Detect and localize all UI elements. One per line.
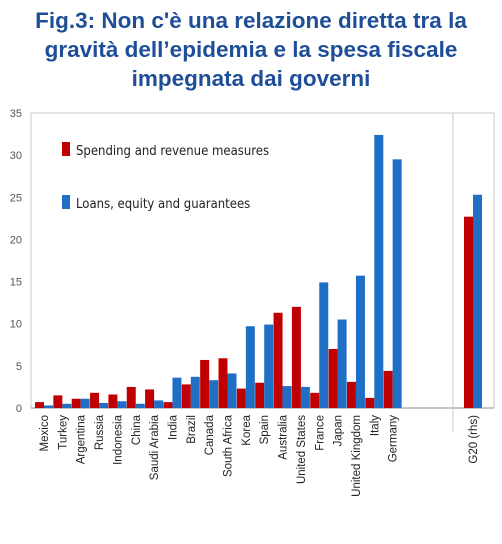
bar-spending-italy: [365, 397, 375, 408]
bar-spending-france: [310, 392, 320, 408]
x-label-japan: Japan: [333, 415, 345, 446]
bar-spending-brazil: [181, 384, 191, 408]
x-label-germany: Germany: [388, 415, 400, 463]
x-label-g20-rhs: G20 (rhs): [468, 415, 480, 464]
bar-spending-china: [126, 386, 136, 408]
title-line-3: impegnata dai governi: [131, 66, 371, 91]
bar-spending-united-kingdom: [346, 381, 356, 408]
y-tick-label: 0: [16, 403, 22, 415]
bar-loans-germany: [392, 159, 402, 408]
bar-loans-mexico: [44, 405, 53, 408]
x-label-argentina: Argentina: [76, 414, 88, 464]
y-tick-label: 20: [10, 234, 22, 246]
x-label-russia: Russia: [94, 414, 106, 450]
bar-spending-indonesia: [108, 394, 118, 408]
bar-loans-china: [135, 403, 145, 408]
y-tick-label: 15: [10, 277, 22, 289]
legend-label-spending: Spending and revenue measures: [76, 144, 269, 159]
bar-loans-japan: [337, 319, 347, 408]
x-label-indonesia: Indonesia: [112, 414, 124, 464]
x-label-china: China: [131, 414, 143, 445]
title-line-2: gravità dell’epidemia e la spesa fiscale: [44, 37, 458, 62]
bar-loans-g20-rhs: [473, 194, 482, 408]
y-tick-label: 35: [10, 108, 22, 120]
legend-swatch-spending: [62, 142, 70, 156]
bar-loans-saudi-arabia: [154, 400, 164, 408]
bar-loans-australia: [282, 386, 292, 408]
x-label-south-africa: South Africa: [223, 414, 235, 477]
x-label-united-states: United States: [296, 415, 308, 484]
bar-loans-korea: [245, 326, 255, 408]
x-label-mexico: Mexico: [39, 415, 51, 451]
x-label-united-kingdom: United Kingdom: [351, 415, 363, 497]
bar-loans-spain: [264, 324, 274, 408]
bar-spending-mexico: [35, 402, 44, 408]
x-label-india: India: [167, 414, 179, 440]
bar-loans-argentina: [80, 398, 90, 408]
bars: [35, 134, 482, 408]
y-tick-label: 30: [10, 150, 22, 162]
legend-swatch-loans: [62, 195, 70, 209]
bar-loans-india: [172, 377, 182, 408]
bar-spending-russia: [90, 392, 100, 408]
bar-loans-indonesia: [117, 401, 127, 408]
y-axis-ticks: 0 5 10 15 20 25 30 35: [10, 108, 22, 415]
x-label-korea: Korea: [241, 414, 253, 445]
bar-spending-australia: [273, 312, 283, 408]
bar-loans-russia: [99, 402, 109, 408]
x-label-spain: Spain: [259, 415, 271, 444]
x-axis-labels: Mexico Turkey Argentina Russia Indonesia Chin…: [39, 414, 480, 496]
x-label-saudi-arabia: Saudi Arabia: [149, 414, 161, 480]
bar-spending-korea: [236, 388, 246, 408]
y-tick-label: 10: [10, 319, 22, 331]
bar-spending-india: [163, 402, 173, 408]
x-label-france: France: [314, 415, 326, 451]
bar-spending-spain: [255, 382, 265, 408]
bar-loans-canada: [209, 380, 219, 408]
bar-loans-south-africa: [227, 373, 237, 408]
bar-loans-united-states: [300, 386, 310, 408]
bar-loans-united-kingdom: [355, 275, 365, 408]
bar-spending-canada: [200, 359, 210, 408]
bar-spending-south-africa: [218, 358, 228, 408]
bar-loans-brazil: [190, 376, 200, 408]
bar-spending-united-states: [291, 306, 301, 408]
bar-spending-turkey: [53, 395, 63, 408]
bar-loans-france: [319, 282, 329, 408]
x-label-australia: Australia: [278, 414, 290, 459]
bar-spending-japan: [328, 349, 338, 408]
bar-spending-saudi-arabia: [145, 389, 155, 408]
x-label-canada: Canada: [204, 414, 216, 455]
chart-title: Fig.3: Non c'è una relazione diretta tra…: [0, 6, 502, 93]
bar-loans-italy: [374, 134, 384, 408]
y-tick-label: 25: [10, 192, 22, 204]
legend: Spending and revenue measures Loans, equ…: [62, 142, 269, 212]
legend-label-loans: Loans, equity and guarantees: [76, 197, 250, 212]
bar-spending-g20-rhs: [464, 216, 473, 408]
bar-spending-argentina: [71, 398, 81, 408]
y-tick-label: 5: [16, 361, 22, 373]
title-line-1: Fig.3: Non c'è una relazione diretta tra…: [35, 8, 467, 33]
bar-loans-turkey: [62, 403, 72, 408]
x-label-italy: Italy: [369, 415, 381, 436]
x-label-brazil: Brazil: [186, 415, 198, 444]
bar-spending-germany: [383, 370, 393, 408]
x-label-turkey: Turkey: [57, 415, 69, 450]
